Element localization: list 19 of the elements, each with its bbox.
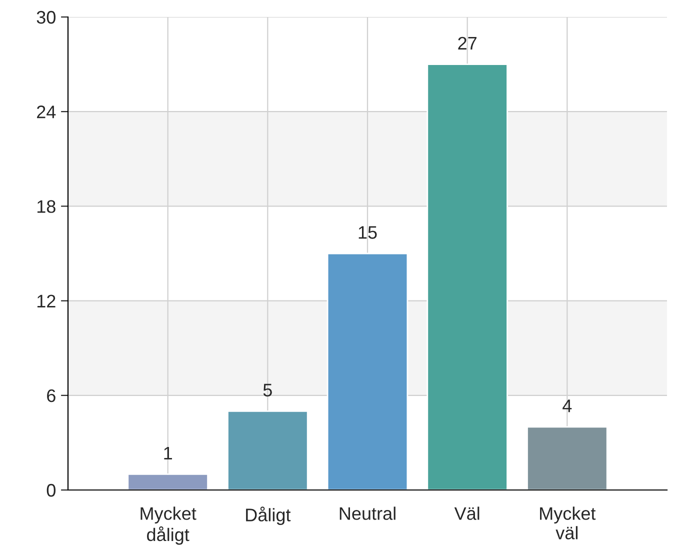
data-label: 15 [358, 226, 377, 239]
y-tick-label: 24 [37, 106, 56, 118]
x-tick-label: Väl [454, 506, 480, 520]
x-tick-label: Dåligt [246, 506, 291, 525]
data-label: 27 [458, 36, 476, 50]
y-tick-label: 30 [36, 10, 56, 24]
bar [127, 474, 208, 490]
data-label: 1 [164, 446, 172, 460]
y-tick-label: 12 [37, 294, 56, 308]
y-tick-label: 0 [46, 484, 56, 497]
x-tick-label: Neutral [340, 506, 396, 520]
bar [526, 426, 608, 490]
x-tick-label: Mycket väl [540, 506, 596, 540]
bar [227, 410, 308, 490]
y-tick-label: 18 [37, 200, 56, 213]
data-label: 5 [263, 384, 272, 396]
data-label: 4 [562, 400, 572, 412]
y-tick-label: 6 [47, 389, 56, 402]
x-tick-label: Mycket dåligt [140, 506, 196, 545]
